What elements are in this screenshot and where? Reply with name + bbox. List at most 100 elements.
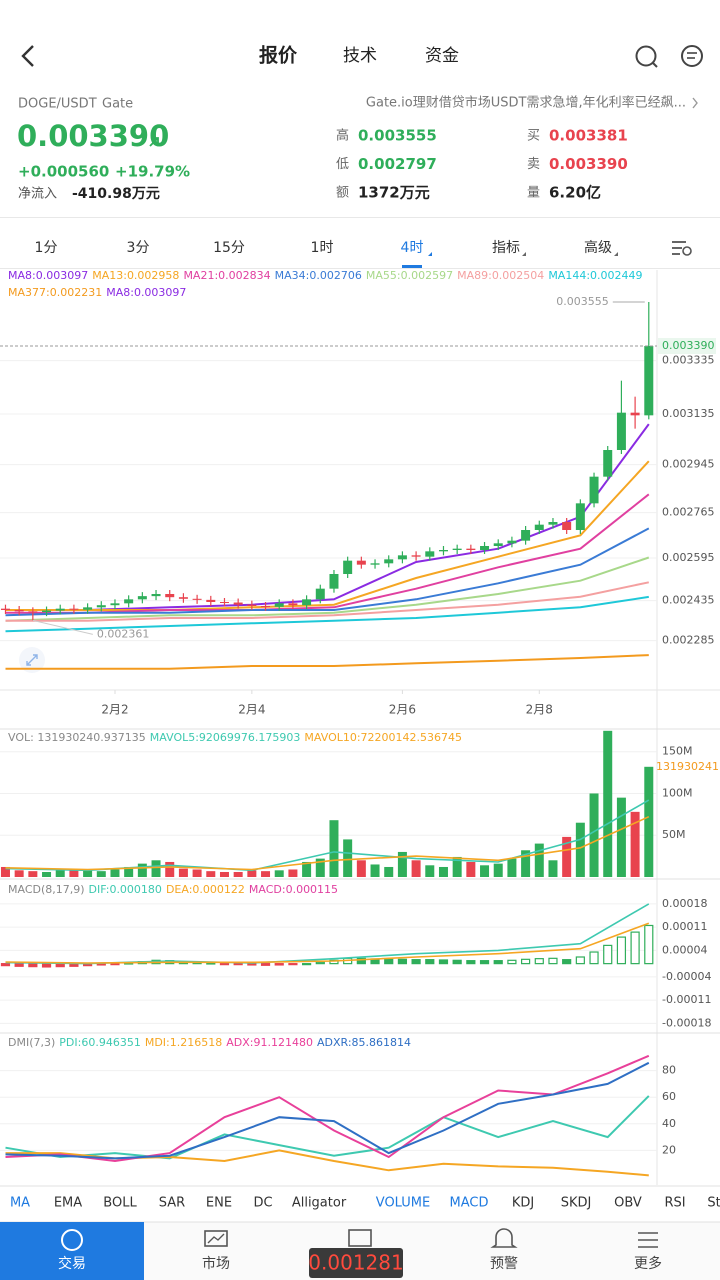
volume-bar <box>616 797 626 877</box>
nav-icon <box>207 1233 225 1244</box>
indicator-line <box>5 556 650 622</box>
macd-bar <box>452 959 462 965</box>
candle-body <box>603 450 613 477</box>
macd-bar <box>630 931 640 965</box>
pair: DOGE/USDT <box>18 97 97 112</box>
candle-body <box>124 599 134 604</box>
indicator-tab[interactable]: SKDJ <box>561 1196 592 1211</box>
indicator-tab[interactable]: MA <box>10 1196 30 1211</box>
stat-label: 高 <box>336 128 349 144</box>
volume-bar <box>288 869 298 877</box>
volume-bar <box>397 851 407 877</box>
chat-button[interactable] <box>681 45 703 67</box>
volume-bar <box>356 860 366 877</box>
x-tick-label: 2月8 <box>526 703 553 717</box>
timeframe-tab[interactable]: 15分 <box>213 240 245 256</box>
indicator-tab[interactable]: BOLL <box>103 1196 137 1211</box>
indicator-tab[interactable]: MACD <box>450 1196 489 1211</box>
back-button[interactable] <box>21 45 34 67</box>
macd-bar <box>206 962 216 965</box>
expand-button[interactable] <box>19 647 45 673</box>
indicator-tab[interactable]: Alligator <box>292 1196 347 1211</box>
indicator-tab[interactable]: OBV <box>614 1196 642 1211</box>
indicator-tab[interactable]: KDJ <box>512 1196 534 1211</box>
x-tick-label: 2月2 <box>101 703 128 717</box>
nav-item[interactable]: 预警 <box>490 1256 518 1272</box>
timeframe-tab[interactable]: 指标 <box>492 240 520 256</box>
header-tab[interactable]: 报价 <box>259 44 298 67</box>
candle-body <box>384 559 394 564</box>
candle-body <box>438 550 448 552</box>
macd-bar <box>274 963 284 966</box>
volume-bar <box>452 856 462 877</box>
macd-bar <box>589 951 599 965</box>
candle-body <box>165 594 175 598</box>
volume-bar <box>0 866 10 877</box>
indicator-line <box>5 922 650 964</box>
macd-bar <box>616 936 627 965</box>
macd-bar <box>534 958 544 965</box>
nav-item[interactable]: 更多 <box>634 1255 662 1272</box>
indicator-tab[interactable]: VOLUME <box>376 1196 430 1211</box>
y-tick-label: 0.002595 <box>662 551 715 564</box>
macd-bar <box>0 963 11 967</box>
volume-bar <box>411 860 421 877</box>
candle-body <box>644 346 654 416</box>
news[interactable]: Gate.io理财借贷市场USDT需求急增,年化利率已经飙... <box>366 95 686 111</box>
last-price-label: 0.003390 <box>662 339 715 352</box>
macd-bar <box>479 960 490 965</box>
candle-body <box>137 596 147 600</box>
chart-settings[interactable] <box>672 241 692 256</box>
legend-entry: PDI:60.946351 <box>59 1036 141 1049</box>
macd-bar <box>28 963 38 968</box>
legend-entry: MA34:0.002706 <box>275 269 362 282</box>
volume-bar <box>55 868 65 877</box>
candle-body <box>616 412 626 450</box>
y-tick-label: -0.00011 <box>662 993 711 1006</box>
timeframe-tab[interactable]: 4时 <box>401 240 424 256</box>
search-handle <box>652 62 658 68</box>
legend-entry: MACD(8,17,9) <box>8 883 85 896</box>
nav-ticker-price[interactable]: 0.001281 <box>308 1251 403 1275</box>
candle-body <box>274 603 284 607</box>
y-tick-label: 0.002945 <box>662 458 715 471</box>
volume-bar <box>83 870 93 877</box>
timeframe-tab[interactable]: 3分 <box>127 240 150 256</box>
candle-body <box>14 610 24 612</box>
indicator-tab[interactable]: St <box>707 1196 720 1211</box>
macd-bar <box>466 960 476 965</box>
nav-item[interactable]: 交易 <box>58 1255 86 1272</box>
indicator-tab[interactable]: EMA <box>54 1196 82 1211</box>
macd-bar <box>356 957 366 965</box>
y-tick-label: 0.00018 <box>662 897 708 910</box>
price: 0.003390 <box>17 119 169 153</box>
volume-bar <box>110 869 120 877</box>
stat-label: 卖 <box>527 157 540 172</box>
legend-entry: DIF:0.000180 <box>89 883 162 896</box>
stat-label: 低 <box>336 157 349 172</box>
volume-bar <box>575 822 585 877</box>
candle-body <box>425 551 435 557</box>
indicator-line <box>5 1054 650 1163</box>
timeframe-tab[interactable]: 1分 <box>35 240 58 256</box>
indicator-tab[interactable]: SAR <box>159 1196 185 1211</box>
nav-item[interactable]: 市场 <box>202 1255 230 1272</box>
indicator-tab[interactable]: ENE <box>206 1196 232 1211</box>
volume-bar <box>28 871 38 877</box>
y-tick-label: 0.002435 <box>662 594 715 607</box>
indicator-tab[interactable]: DC <box>253 1196 272 1211</box>
volume-bar <box>507 858 517 877</box>
volume-bar <box>124 866 134 877</box>
header-tab[interactable]: 资金 <box>425 46 459 66</box>
candle-body <box>247 604 257 606</box>
search-button[interactable] <box>635 45 657 67</box>
volume-bar <box>329 820 339 877</box>
timeframe-tab[interactable]: 1时 <box>311 240 334 256</box>
indicator-tab[interactable]: RSI <box>664 1196 685 1211</box>
candle-body <box>96 605 106 608</box>
header-tab[interactable]: 技术 <box>343 46 377 66</box>
indicator-line <box>5 595 649 633</box>
candle-body <box>370 563 380 565</box>
timeframe-tab[interactable]: 高级 <box>584 239 612 256</box>
